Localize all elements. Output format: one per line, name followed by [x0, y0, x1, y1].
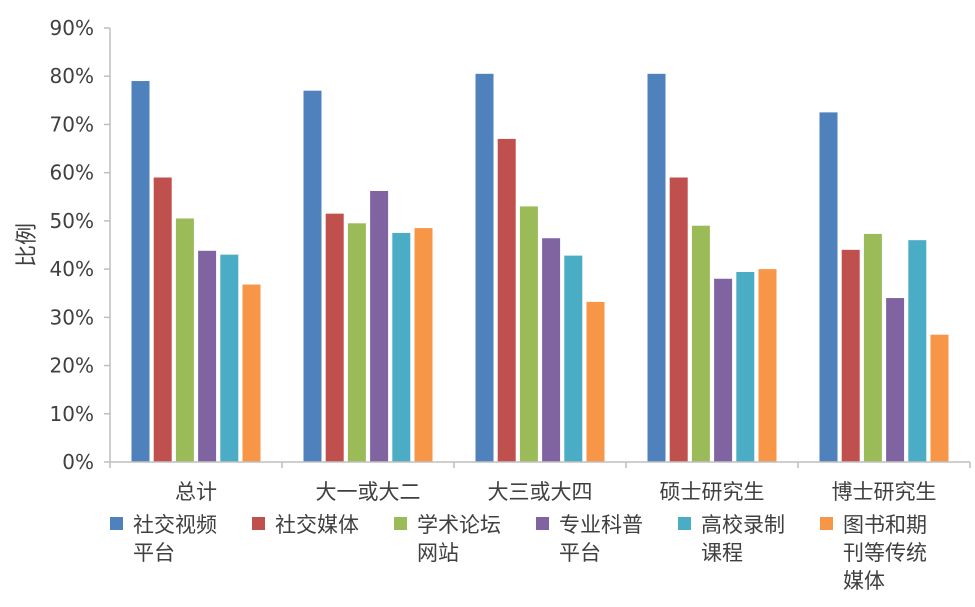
- legend-label: 专业科普平台: [559, 513, 643, 565]
- bar: [863, 233, 882, 462]
- bar: [758, 269, 777, 462]
- bar: [131, 81, 150, 463]
- y-tick-label: 60%: [50, 161, 94, 185]
- bar: [414, 228, 433, 462]
- y-tick-label: 90%: [50, 16, 94, 40]
- legend-swatch: [252, 517, 265, 530]
- legend-label: 社交视频平台: [133, 513, 217, 565]
- legend: 社交视频平台 社交媒体 学术论坛网站 专业科普平台 高校录制课程 图书和期刊等传统媒体: [110, 513, 927, 593]
- y-tick-label: 10%: [50, 402, 94, 426]
- bars: [131, 73, 949, 463]
- x-tick-label: 硕士研究生: [660, 480, 765, 504]
- bar: [586, 301, 605, 462]
- bar: [392, 232, 411, 462]
- legend-item: 社交视频平台: [110, 513, 217, 565]
- legend-swatch: [110, 517, 123, 530]
- legend-item: 专业科普平台: [536, 513, 643, 565]
- legend-item: 高校录制课程: [678, 513, 785, 565]
- bar: [886, 298, 905, 462]
- y-tick-label: 70%: [50, 112, 94, 136]
- bar: [242, 284, 261, 462]
- bar: [564, 255, 583, 462]
- legend-item: 图书和期刊等传统媒体: [820, 513, 927, 593]
- legend-label: 图书和期刊等传统媒体: [843, 513, 927, 593]
- legend-item: 社交媒体: [252, 513, 359, 537]
- x-tick-label: 博士研究生: [832, 480, 937, 504]
- x-tick-label: 总计: [175, 480, 217, 504]
- legend-label: 社交媒体: [275, 513, 359, 537]
- bar: [325, 213, 344, 462]
- legend-swatch: [678, 517, 691, 530]
- bar: [175, 218, 194, 462]
- legend-swatch: [394, 517, 407, 530]
- bar: [669, 177, 688, 462]
- bar: [691, 225, 710, 462]
- bar: [153, 177, 172, 462]
- bar: [819, 112, 838, 462]
- bar: [736, 272, 755, 462]
- y-tick-label: 20%: [50, 354, 94, 378]
- bar: [303, 90, 322, 462]
- y-tick-label: 40%: [50, 257, 94, 281]
- bar: [841, 249, 860, 462]
- bar: [475, 73, 494, 463]
- legend-item: 学术论坛网站: [394, 513, 501, 565]
- bar: [198, 250, 217, 462]
- bar: [497, 138, 516, 462]
- y-tick-label: 0%: [62, 450, 94, 474]
- bar: [714, 278, 733, 462]
- bar: [930, 334, 949, 462]
- legend-swatch: [536, 517, 549, 530]
- bar: [220, 254, 239, 462]
- legend-swatch: [820, 517, 833, 530]
- x-tick-label: 大三或大四: [488, 480, 593, 504]
- legend-label: 高校录制课程: [701, 513, 785, 565]
- y-tick-label: 80%: [50, 64, 94, 88]
- y-axis: 0% 10% 20% 30% 40% 50% 60% 70% 80% 90%: [50, 16, 111, 474]
- legend-label: 学术论坛网站: [417, 513, 501, 565]
- y-axis-title: 比例: [15, 223, 40, 267]
- y-tick-label: 30%: [50, 305, 94, 329]
- bar: [647, 73, 666, 463]
- y-tick-label: 50%: [50, 209, 94, 233]
- bar: [347, 223, 366, 462]
- x-tick-label: 大一或大二: [316, 480, 421, 504]
- x-axis: 总计 大一或大二 大三或大四 硕士研究生 博士研究生: [109, 461, 971, 504]
- bar: [908, 240, 927, 462]
- bar: [519, 206, 538, 462]
- bar: [370, 190, 389, 463]
- bar: [542, 238, 561, 462]
